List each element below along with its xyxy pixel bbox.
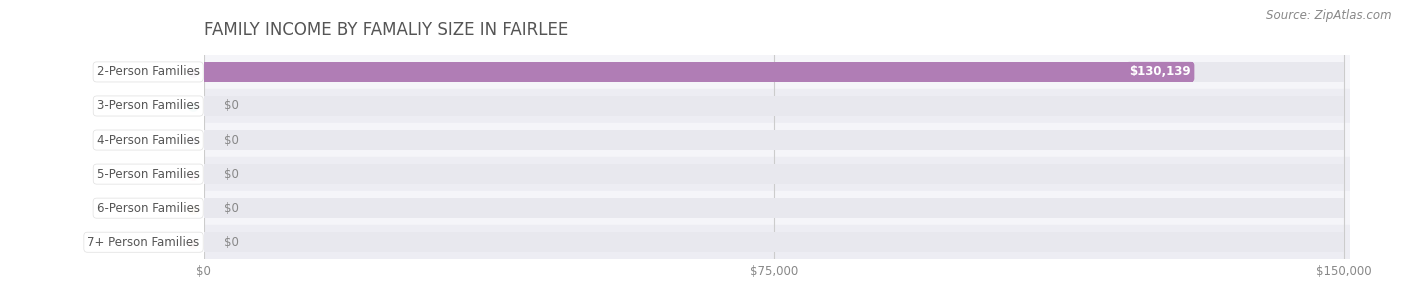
Text: ●: ● — [187, 202, 198, 215]
Bar — [204, 157, 1350, 191]
Bar — [204, 198, 1344, 218]
Text: 4-Person Families: 4-Person Families — [97, 134, 200, 146]
Text: ●: ● — [187, 236, 198, 249]
Text: $0: $0 — [225, 99, 239, 113]
Text: ●: ● — [187, 134, 198, 146]
Text: 7+ Person Families: 7+ Person Families — [87, 236, 200, 249]
Bar — [204, 55, 1350, 89]
Text: $0: $0 — [225, 202, 239, 215]
Bar — [204, 164, 1344, 184]
Bar — [204, 130, 1344, 150]
Text: 3-Person Families: 3-Person Families — [97, 99, 200, 113]
Text: 5-Person Families: 5-Person Families — [97, 168, 200, 181]
Bar — [204, 123, 1350, 157]
Text: ●: ● — [187, 99, 198, 113]
Text: Source: ZipAtlas.com: Source: ZipAtlas.com — [1267, 9, 1392, 22]
Text: $0: $0 — [225, 134, 239, 146]
Bar — [204, 89, 1350, 123]
Text: $0: $0 — [225, 168, 239, 181]
Bar — [204, 191, 1350, 225]
Text: $0: $0 — [225, 236, 239, 249]
Text: $130,139: $130,139 — [1129, 66, 1191, 78]
Bar — [204, 62, 1194, 82]
Bar — [204, 225, 1350, 259]
Text: ●: ● — [187, 66, 198, 78]
Text: ●: ● — [187, 168, 198, 181]
Text: 6-Person Families: 6-Person Families — [97, 202, 200, 215]
Bar — [204, 62, 1344, 82]
Bar — [204, 96, 1344, 116]
Text: 2-Person Families: 2-Person Families — [97, 66, 200, 78]
Bar — [204, 232, 1344, 252]
Text: FAMILY INCOME BY FAMALIY SIZE IN FAIRLEE: FAMILY INCOME BY FAMALIY SIZE IN FAIRLEE — [204, 21, 568, 39]
